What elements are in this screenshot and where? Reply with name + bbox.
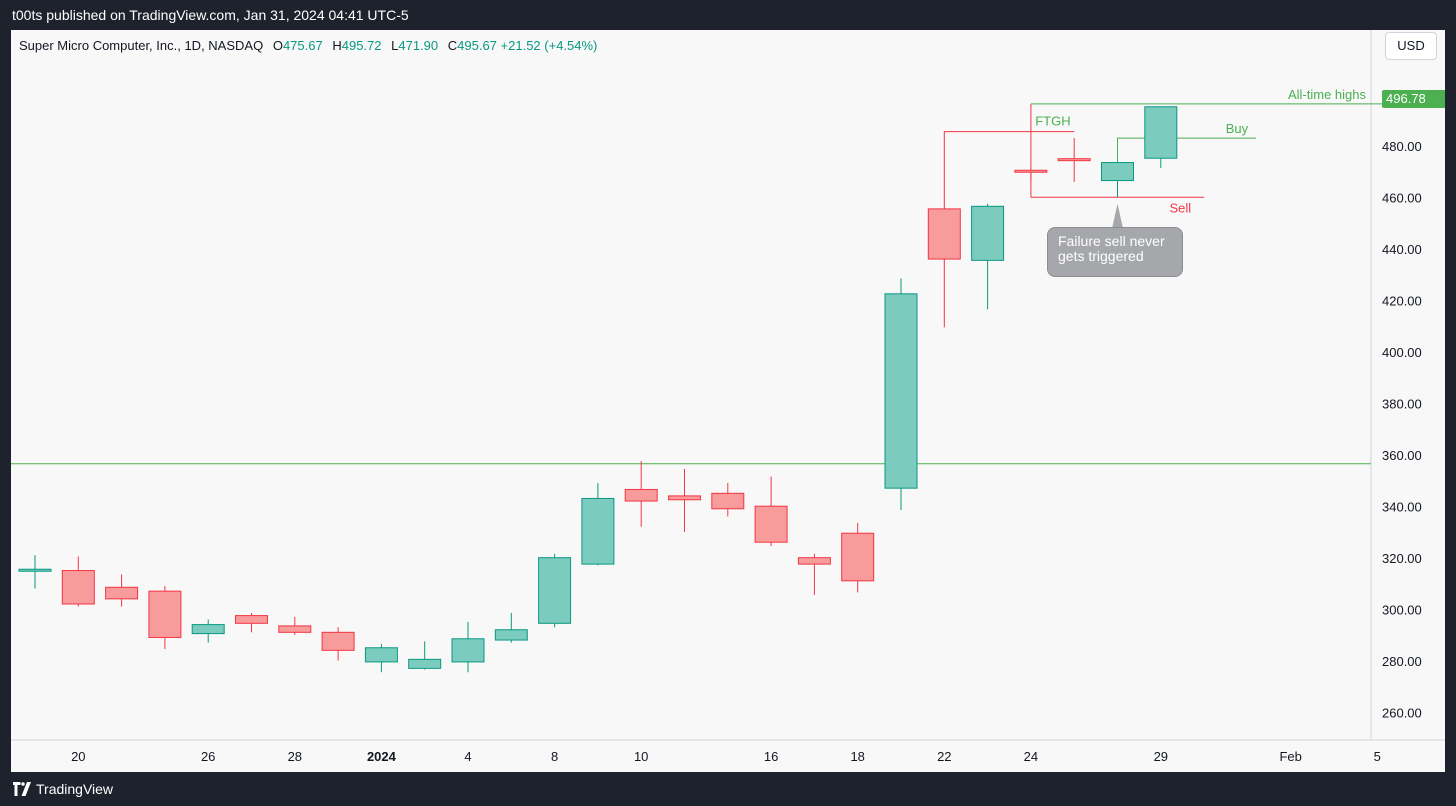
all-time-high-label: All-time highs [1288,87,1367,102]
legend-high-value: 495.72 [341,38,382,53]
price-axis: 260.00 280.00 300.00 320.00 340.00 360.00 380.… [1370,30,1422,740]
candle-body [1101,162,1134,182]
time-tick-label: 16 [764,749,778,764]
candle-body [364,647,398,663]
annotation-labels: All-time highs FTGH Buy Sell [1035,87,1367,245]
candle-body [884,293,918,489]
candle-body [841,532,875,582]
candle-body [581,497,615,565]
candle-body [711,492,745,510]
candle-body [927,208,961,260]
candle-body [754,505,788,543]
last-price-tag: 496.78 [1382,90,1445,108]
tradingview-logo-icon [13,782,31,796]
footer-brand: TradingView [36,781,114,797]
time-tick-label: 4 [464,749,471,764]
candle-body [538,557,572,624]
price-tick-label: 480.00 [1382,139,1422,154]
candle-body [408,658,442,669]
time-tick-label: 24 [1024,749,1038,764]
legend-low-value: 471.90 [398,38,439,53]
chart-panel[interactable]: 260.00 280.00 300.00 320.00 340.00 360.00 380.… [11,30,1445,772]
time-tick-label: Feb [1279,749,1301,764]
candle-body [1014,169,1048,173]
price-tick-label: 380.00 [1382,397,1422,412]
candle-body [1057,158,1091,162]
candle-body [278,625,312,633]
legend-symbol: Super Micro Computer, Inc., 1D, NASDAQ [19,38,264,53]
price-tick-label: 440.00 [1382,242,1422,257]
buy-label: Buy [1226,121,1249,136]
legend-close-value: 495.67 [457,38,497,53]
candle-body [321,631,355,651]
time-tick-label: 2024 [367,749,397,764]
price-tick-label: 420.00 [1382,294,1422,309]
publisher-header: t00ts published on TradingView.com, Jan … [0,0,1456,30]
candle-body [235,615,268,624]
time-tick-label: 18 [850,749,864,764]
time-tick-label: 26 [201,749,215,764]
annotation-lines [11,103,1383,465]
legend-open-value: 475.67 [282,38,323,53]
price-tick-label: 260.00 [1382,705,1422,720]
buy-line [1117,137,1257,163]
candle-body [971,205,1005,261]
candle-body [61,570,95,605]
legend-high-label: H [332,38,342,53]
candles [18,106,1178,673]
footer-bar: TradingView [0,772,1456,806]
price-tick-label: 320.00 [1382,551,1422,566]
candle-body [105,586,139,600]
time-tick-label: 5 [1374,749,1381,764]
candle-body [148,590,182,638]
candle-body [18,568,52,572]
candle-body [191,624,225,635]
callout-text: Failure sell never gets triggered [1058,233,1165,264]
candle-body [797,557,831,565]
ftgh-label: FTGH [1035,114,1070,129]
time-axis: 20 26 28 2024 4 8 10 16 18 22 24 29 Feb 5 [11,739,1445,764]
price-tick-label: 400.00 [1382,345,1422,360]
legend-close-label: C [447,38,458,53]
candle-body [668,495,701,501]
legend-change: +21.52 (+4.54%) [500,38,598,53]
time-tick-label: 28 [288,749,302,764]
candle-body [494,629,528,641]
time-tick-label: 22 [937,749,951,764]
price-tick-label: 280.00 [1382,654,1422,669]
price-tick-label: 300.00 [1382,602,1422,617]
price-tick-label: 340.00 [1382,499,1422,514]
sell-label: Sell [1169,200,1191,215]
time-tick-label: 10 [634,749,648,764]
candle-body [1144,106,1178,159]
failure-sell-callout: Failure sell never gets triggered [1047,227,1183,277]
time-tick-label: 20 [71,749,85,764]
price-tick-label: 360.00 [1382,448,1422,463]
price-tick-label: 460.00 [1382,191,1422,206]
symbol-legend: Super Micro Computer, Inc., 1D, NASDAQ O… [19,38,597,53]
candlestick-chart[interactable]: 260.00 280.00 300.00 320.00 340.00 360.00 380.… [11,30,1445,772]
legend-low-label: L [391,38,399,53]
candle-body [624,488,658,502]
candle-body [451,638,485,663]
time-tick-label: 8 [551,749,558,764]
currency-button[interactable]: USD [1385,32,1437,60]
legend-open-label: O [272,38,283,53]
time-tick-label: 29 [1154,749,1168,764]
